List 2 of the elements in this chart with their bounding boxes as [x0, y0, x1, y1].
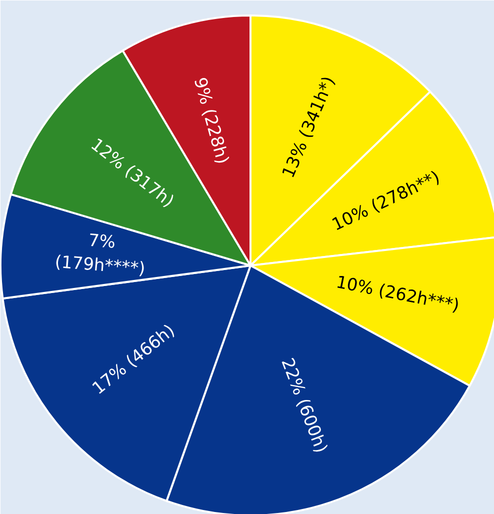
- data-label: 7% (179h****): [54, 230, 146, 280]
- data-label: 9% (228h): [189, 75, 232, 166]
